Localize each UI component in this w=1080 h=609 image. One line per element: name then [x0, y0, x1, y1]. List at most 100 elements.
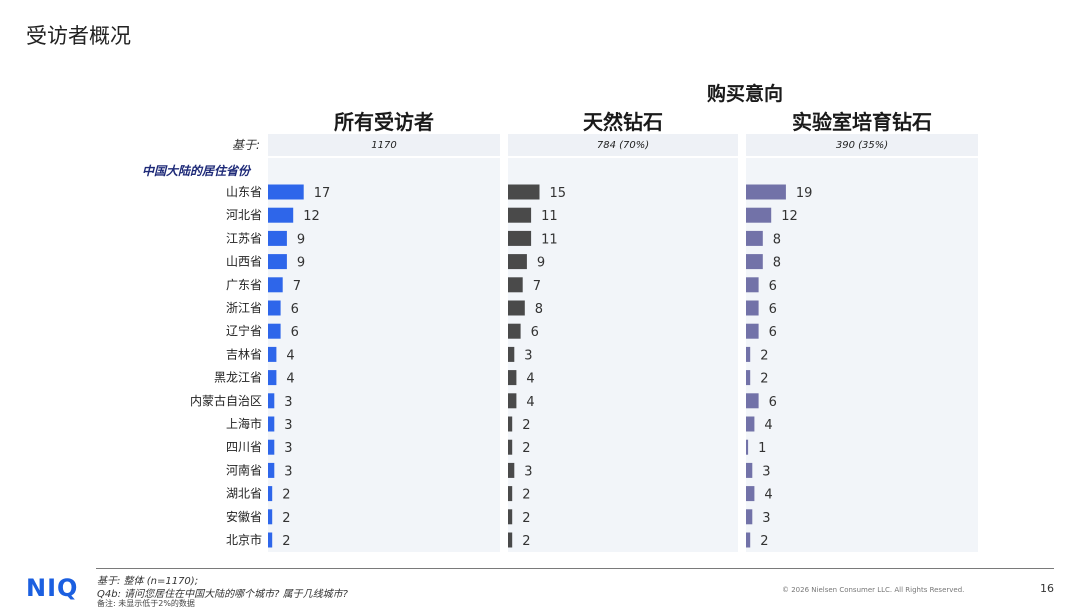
value-label-all-5: 6: [291, 302, 299, 317]
value-label-all-12: 3: [284, 464, 292, 479]
bar-all-8: [268, 370, 277, 386]
category-label-12: 河南省: [226, 462, 262, 477]
value-label-natural-8: 4: [526, 372, 534, 387]
footer-remark: 备注: 未显示低于2%的数据: [97, 599, 195, 608]
bar-all-3: [268, 254, 287, 270]
footer-divider: [96, 568, 1054, 569]
category-label-9: 内蒙古自治区: [190, 393, 262, 408]
bar-lab-10: [746, 416, 755, 432]
bar-natural-14: [508, 509, 513, 525]
value-label-lab-7: 2: [760, 348, 768, 363]
value-label-natural-2: 11: [541, 232, 558, 247]
value-label-natural-15: 2: [522, 534, 530, 549]
bar-all-6: [268, 323, 281, 339]
bar-all-14: [268, 509, 273, 525]
value-label-all-14: 2: [282, 511, 290, 526]
bar-lab-0: [746, 184, 786, 200]
value-label-all-7: 4: [286, 348, 294, 363]
copyright: © 2026 Nielsen Consumer LLC. All Rights …: [782, 586, 965, 594]
bar-lab-4: [746, 277, 759, 293]
bar-natural-13: [508, 486, 513, 502]
category-label-14: 安徽省: [226, 509, 262, 524]
bar-natural-0: [508, 184, 540, 200]
section-label-province: 中国大陆的居住省份: [142, 164, 251, 178]
value-label-lab-2: 8: [773, 232, 781, 247]
base-label: 基于:: [231, 138, 260, 152]
bar-all-10: [268, 416, 275, 432]
bar-all-12: [268, 462, 275, 478]
category-label-5: 浙江省: [226, 301, 262, 315]
value-label-all-3: 9: [297, 256, 305, 271]
category-label-13: 湖北省: [226, 486, 262, 501]
panel-bg-natural: [508, 158, 738, 552]
value-label-lab-10: 4: [764, 418, 772, 433]
value-label-all-4: 7: [293, 279, 301, 294]
category-label-4: 广东省: [226, 278, 262, 292]
value-label-lab-5: 6: [769, 302, 777, 317]
column-header-all: 所有受访者: [334, 110, 434, 134]
column-header-lab: 实验室培育钻石: [792, 110, 932, 134]
footer-question: Q4b: 请问您居住在中国大陆的哪个城市? 属于几线城市?: [97, 589, 348, 600]
value-label-lab-4: 6: [769, 279, 777, 294]
value-label-all-10: 3: [284, 418, 292, 433]
value-label-natural-6: 6: [531, 325, 539, 340]
bar-natural-1: [508, 207, 532, 223]
bar-natural-12: [508, 462, 515, 478]
base-cell-bg-all: [268, 134, 500, 156]
base-cell-bg-natural: [508, 134, 738, 156]
base-value-lab: 390 (35%): [835, 140, 889, 151]
bar-lab-8: [746, 370, 751, 386]
value-label-all-6: 6: [291, 325, 299, 340]
page-number: 16: [1040, 582, 1054, 595]
category-label-11: 四川省: [226, 440, 262, 454]
value-label-natural-10: 2: [522, 418, 530, 433]
value-label-lab-1: 12: [781, 209, 798, 224]
value-label-natural-11: 2: [522, 441, 530, 456]
value-label-all-8: 4: [286, 372, 294, 387]
bar-all-11: [268, 439, 275, 455]
bar-natural-6: [508, 323, 521, 339]
value-label-all-11: 3: [284, 441, 292, 456]
bar-lab-3: [746, 254, 763, 270]
value-label-lab-12: 3: [762, 464, 770, 479]
bar-natural-2: [508, 230, 532, 246]
value-label-lab-9: 6: [769, 395, 777, 410]
value-label-lab-15: 2: [760, 534, 768, 549]
value-label-all-1: 12: [303, 209, 320, 224]
base-value-all: 1170: [371, 140, 397, 151]
bar-lab-12: [746, 462, 753, 478]
category-label-15: 北京市: [226, 532, 262, 547]
bar-all-15: [268, 532, 273, 548]
bar-all-7: [268, 346, 277, 362]
bar-natural-4: [508, 277, 523, 293]
value-label-lab-0: 19: [796, 186, 813, 201]
bar-natural-15: [508, 532, 513, 548]
category-label-1: 河北省: [226, 208, 262, 222]
value-label-natural-3: 9: [537, 256, 545, 271]
value-label-natural-13: 2: [522, 488, 530, 503]
value-label-natural-14: 2: [522, 511, 530, 526]
bar-all-0: [268, 184, 304, 200]
bar-all-2: [268, 230, 287, 246]
category-label-8: 黑龙江省: [214, 371, 262, 385]
base-value-natural: 784 (70%): [596, 140, 650, 151]
value-label-natural-5: 8: [535, 302, 543, 317]
group-title-purchase-intent: 购买意向: [706, 83, 783, 105]
bar-all-1: [268, 207, 294, 223]
bar-all-9: [268, 393, 275, 409]
value-label-lab-3: 8: [773, 256, 781, 271]
bar-lab-15: [746, 532, 751, 548]
bar-lab-1: [746, 207, 772, 223]
value-label-lab-13: 4: [764, 488, 772, 503]
bar-lab-5: [746, 300, 759, 316]
value-label-lab-11: 1: [758, 441, 766, 456]
bar-natural-3: [508, 254, 527, 270]
category-label-2: 江苏省: [226, 231, 262, 245]
bar-all-13: [268, 486, 273, 502]
bar-natural-9: [508, 393, 517, 409]
base-cell-bg-lab: [746, 134, 978, 156]
category-label-10: 上海市: [226, 416, 262, 431]
panel-bg-lab: [746, 158, 978, 552]
bar-natural-8: [508, 370, 517, 386]
value-label-natural-9: 4: [526, 395, 534, 410]
